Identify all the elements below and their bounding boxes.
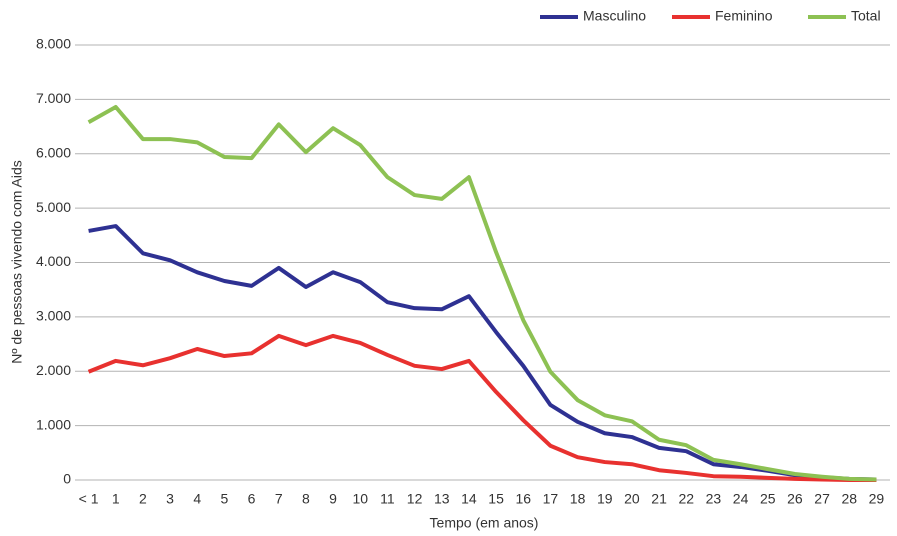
y-axis-title: Nº de pessoas vivendo com Aids: [9, 160, 25, 364]
x-tick-label: 26: [787, 491, 803, 507]
line-series: [88, 224, 877, 482]
x-tick-label: 11: [380, 491, 395, 507]
x-axis-title: Tempo (em anos): [430, 515, 539, 531]
legend-label: Feminino: [715, 8, 773, 24]
x-tick-label: 15: [488, 491, 504, 507]
y-tick-label: 5.000: [36, 199, 71, 215]
x-tick-label: 5: [221, 491, 229, 507]
x-tick-label: 17: [543, 491, 559, 507]
x-tick-label: 9: [329, 491, 337, 507]
x-tick-label: < 1: [79, 491, 99, 507]
y-tick-label: 7.000: [36, 90, 71, 106]
x-tick-label: 23: [706, 491, 722, 507]
x-tick-label: 6: [248, 491, 256, 507]
x-tick-label: 29: [869, 491, 885, 507]
line-series: [87, 333, 877, 482]
y-tick-label: 0: [63, 471, 71, 487]
y-tick-label: 2.000: [36, 362, 71, 378]
x-tick-label: 8: [302, 491, 310, 507]
x-tick-label: 25: [760, 491, 776, 507]
y-tick-label: 8.000: [36, 36, 71, 52]
x-tick-label: 2: [139, 491, 147, 507]
x-tick-label: 27: [814, 491, 830, 507]
x-tick-label: 14: [461, 491, 477, 507]
x-tick-label: 22: [678, 491, 694, 507]
x-tick-label: 19: [597, 491, 613, 507]
y-tick-label: 4.000: [36, 253, 71, 269]
x-tick-label: 3: [166, 491, 174, 507]
x-tick-label: 10: [352, 491, 368, 507]
legend-label: Total: [851, 8, 881, 24]
x-tick-label: 7: [275, 491, 283, 507]
x-tick-label: 28: [841, 491, 857, 507]
x-tick-label: 21: [651, 491, 667, 507]
y-tick-label: 6.000: [36, 144, 71, 160]
y-tick-label: 3.000: [36, 308, 71, 324]
x-tick-label: 16: [515, 491, 531, 507]
x-tick-label: 12: [407, 491, 423, 507]
x-tick-label: 24: [733, 491, 749, 507]
line-series: [87, 104, 877, 482]
x-tick-label: 13: [434, 491, 450, 507]
x-tick-label: 20: [624, 491, 640, 507]
x-tick-label: 1: [112, 491, 120, 507]
legend-label: Masculino: [583, 8, 646, 24]
x-tick-label: 4: [193, 491, 201, 507]
x-tick-label: 18: [570, 491, 586, 507]
y-tick-label: 1.000: [36, 416, 71, 432]
